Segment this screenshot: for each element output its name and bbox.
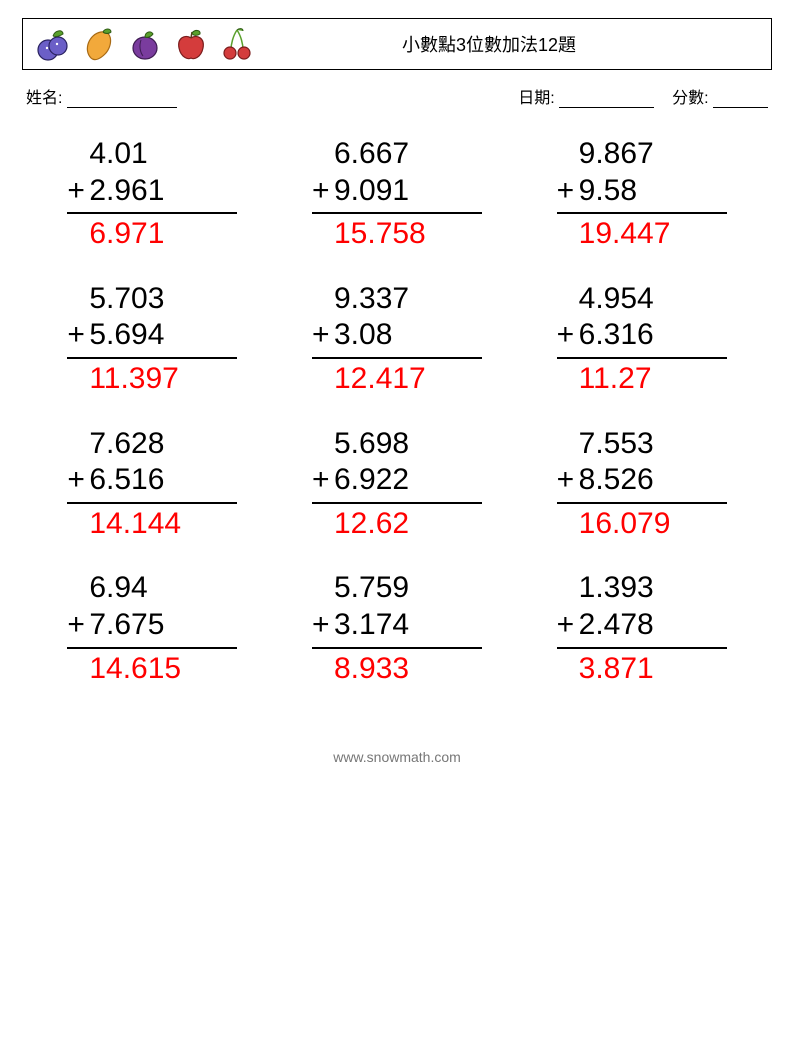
blueberry-icon (33, 24, 73, 64)
operand-b: 7.675 (89, 607, 237, 644)
answer: 11.27 (557, 361, 727, 398)
problem: 9.337+3.08 12.417 (312, 281, 482, 398)
operator: + (67, 317, 89, 354)
date-field: 日期: (518, 84, 654, 108)
answer: 11.397 (67, 361, 237, 398)
operator: + (557, 607, 579, 644)
answer: 15.758 (312, 216, 482, 253)
date-label: 日期: (518, 90, 554, 107)
operand-a: 5.759 (334, 570, 482, 607)
problem: 4.954+6.316 11.27 (557, 281, 727, 398)
problem: 6.667+9.091 15.758 (312, 136, 482, 253)
answer: 3.871 (557, 651, 727, 688)
score-blank (713, 92, 768, 108)
operator: + (557, 317, 579, 354)
rule-line (312, 357, 482, 359)
answer: 12.417 (312, 361, 482, 398)
operand-b: 3.174 (334, 607, 482, 644)
operand-a: 7.628 (89, 426, 237, 463)
rule-line (67, 212, 237, 214)
operand-a: 7.553 (579, 426, 727, 463)
rule-line (312, 647, 482, 649)
answer: 19.447 (557, 216, 727, 253)
operator: + (67, 173, 89, 210)
operand-b: 3.08 (334, 317, 482, 354)
problem: 5.703+5.694 11.397 (67, 281, 237, 398)
footer-url: www.snowmath.com (22, 711, 772, 779)
problems-grid: 4.01+2.9616.9716.667+9.09115.7589.867+9.… (22, 118, 772, 711)
operand-a: 1.393 (579, 570, 727, 607)
rule-line (312, 502, 482, 504)
operand-a: 4.01 (89, 136, 237, 173)
worksheet-title: 小數點3位數加法12題 (257, 31, 761, 57)
operator: + (557, 462, 579, 499)
rule-line (557, 212, 727, 214)
operand-a: 9.867 (579, 136, 727, 173)
operand-b: 5.694 (89, 317, 237, 354)
answer: 12.62 (312, 506, 482, 543)
name-field: 姓名: (26, 84, 518, 108)
problem: 1.393+2.478 3.871 (557, 570, 727, 687)
answer: 8.933 (312, 651, 482, 688)
rule-line (312, 212, 482, 214)
problem: 5.698+6.922 12.62 (312, 426, 482, 543)
operator: + (312, 317, 334, 354)
operand-a: 5.698 (334, 426, 482, 463)
answer: 14.144 (67, 506, 237, 543)
operator: + (312, 173, 334, 210)
operator: + (557, 173, 579, 210)
operand-b: 6.516 (89, 462, 237, 499)
operand-b: 2.961 (89, 173, 237, 210)
fruit-icon-row (33, 24, 257, 64)
mango-icon (79, 24, 119, 64)
operand-b: 2.478 (579, 607, 727, 644)
problem: 5.759+3.174 8.933 (312, 570, 482, 687)
score-field: 分數: (672, 84, 768, 108)
operand-b: 8.526 (579, 462, 727, 499)
rule-line (67, 647, 237, 649)
operand-b: 6.922 (334, 462, 482, 499)
problem: 6.94+7.675 14.615 (67, 570, 237, 687)
operand-a: 5.703 (89, 281, 237, 318)
operand-a: 6.94 (89, 570, 237, 607)
header-bar: 小數點3位數加法12題 (22, 18, 772, 70)
date-blank (559, 92, 654, 108)
rule-line (557, 502, 727, 504)
operand-a: 6.667 (334, 136, 482, 173)
worksheet-page: 小數點3位數加法12題 姓名: 日期: 分數: 4.01+2.9616.9716… (0, 0, 794, 779)
cherry-icon (217, 24, 257, 64)
operand-b: 6.316 (579, 317, 727, 354)
info-row: 姓名: 日期: 分數: (22, 78, 772, 118)
operand-b: 9.091 (334, 173, 482, 210)
apple-icon (171, 24, 211, 64)
problem: 7.628+6.516 14.144 (67, 426, 237, 543)
rule-line (557, 647, 727, 649)
rule-line (67, 357, 237, 359)
operator: + (67, 462, 89, 499)
operator: + (312, 462, 334, 499)
rule-line (67, 502, 237, 504)
plum-icon (125, 24, 165, 64)
name-label: 姓名: (26, 90, 62, 107)
rule-line (557, 357, 727, 359)
answer: 6.971 (67, 216, 237, 253)
score-label: 分數: (672, 90, 708, 107)
operand-a: 9.337 (334, 281, 482, 318)
answer: 16.079 (557, 506, 727, 543)
operand-a: 4.954 (579, 281, 727, 318)
problem: 7.553+8.526 16.079 (557, 426, 727, 543)
name-blank (67, 92, 177, 108)
problem: 9.867+9.58 19.447 (557, 136, 727, 253)
operator: + (67, 607, 89, 644)
operator: + (312, 607, 334, 644)
answer: 14.615 (67, 651, 237, 688)
operand-b: 9.58 (579, 173, 727, 210)
problem: 4.01+2.961 6.971 (67, 136, 237, 253)
